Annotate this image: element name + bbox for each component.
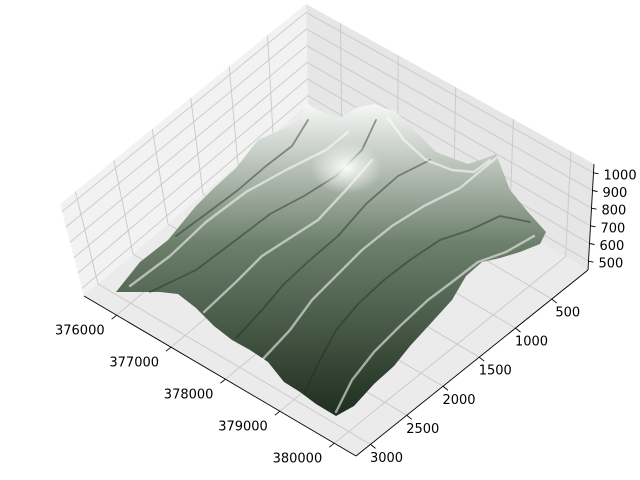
y-tick-label: 1500 xyxy=(479,364,512,379)
x-axis-line xyxy=(83,295,357,457)
x-tick-label: 376000 xyxy=(55,324,105,339)
terrain-ridge xyxy=(175,119,309,237)
z-tick-mark xyxy=(588,260,594,263)
terrain-ridge xyxy=(235,159,431,339)
grid-line-z-left xyxy=(61,11,307,213)
peak-highlight xyxy=(310,142,382,194)
grid-line-y-wall xyxy=(113,160,134,255)
y-axis-line xyxy=(355,269,589,457)
z-tick-label: 800 xyxy=(602,204,627,219)
z-tick-label: 500 xyxy=(599,257,624,272)
grid-line-y-wall xyxy=(228,66,239,165)
x-tick-mark xyxy=(220,378,226,384)
y-tick-label: 500 xyxy=(555,306,580,321)
y-tick-mark xyxy=(370,444,376,449)
grid-line-z-right xyxy=(306,28,593,191)
terrain-surface xyxy=(116,104,546,416)
grid-line-z-right xyxy=(305,11,594,174)
grid-line-x-wall xyxy=(340,23,343,124)
surface-body xyxy=(116,104,546,416)
grid-line-z-left xyxy=(69,45,308,243)
x-tick-label: 377000 xyxy=(109,356,159,371)
z-tick-label: 900 xyxy=(603,186,628,201)
grid-line-y-wall xyxy=(190,97,204,195)
y-tick-label: 3000 xyxy=(370,451,403,466)
z-axis-line xyxy=(587,163,595,271)
x-tick-label: 380000 xyxy=(273,452,323,467)
grid-line-z-left xyxy=(73,61,308,259)
y-tick-mark xyxy=(551,298,558,304)
y-tick-label: 1000 xyxy=(515,335,548,350)
z-tick-mark xyxy=(591,207,597,210)
terrain-ridge xyxy=(334,234,536,414)
terrain-ridge xyxy=(386,116,492,174)
z-tick-mark xyxy=(592,190,598,192)
y-tick-mark xyxy=(406,414,413,420)
z-tick-mark xyxy=(589,243,595,245)
x-tick-label: 378000 xyxy=(164,388,214,403)
z-tick-label: 1000 xyxy=(604,168,637,183)
grid-line-z-right xyxy=(306,45,592,209)
y-tick-label: 2500 xyxy=(406,422,439,437)
pane-back-left xyxy=(60,4,308,296)
x-tick-mark xyxy=(111,314,117,320)
pane-back-right xyxy=(306,4,594,270)
terrain-ridge xyxy=(260,156,498,362)
z-tick-label: 600 xyxy=(600,239,625,254)
grid-line-x-floor xyxy=(333,256,566,444)
grid-line-y-wall xyxy=(74,191,99,285)
grid-line-z-left xyxy=(77,78,308,274)
grid-line-y-wall xyxy=(267,35,274,135)
y-tick-mark xyxy=(442,385,449,391)
z-tick-label: 700 xyxy=(601,221,626,236)
x-tick-label: 379000 xyxy=(218,420,268,435)
grid-line-z-left xyxy=(65,28,307,228)
x-tick-mark xyxy=(328,442,335,448)
z-tick-mark xyxy=(590,225,596,228)
grid-line-y-floor xyxy=(97,283,371,445)
grid-line-x-wall xyxy=(565,151,572,257)
y-tick-mark xyxy=(515,327,521,333)
y-tick-label: 2000 xyxy=(442,393,475,408)
grid-line-y-wall xyxy=(151,128,169,225)
grid-line-z-right xyxy=(306,61,591,227)
axes: 3760003770003780003790003800005001000150… xyxy=(55,163,637,467)
grid-line-z-left xyxy=(81,95,309,289)
z-tick-mark xyxy=(593,172,599,175)
y-tick-mark xyxy=(478,356,485,362)
x-tick-mark xyxy=(274,410,281,416)
x-tick-mark xyxy=(165,346,172,352)
terrain-ridge xyxy=(303,215,531,395)
